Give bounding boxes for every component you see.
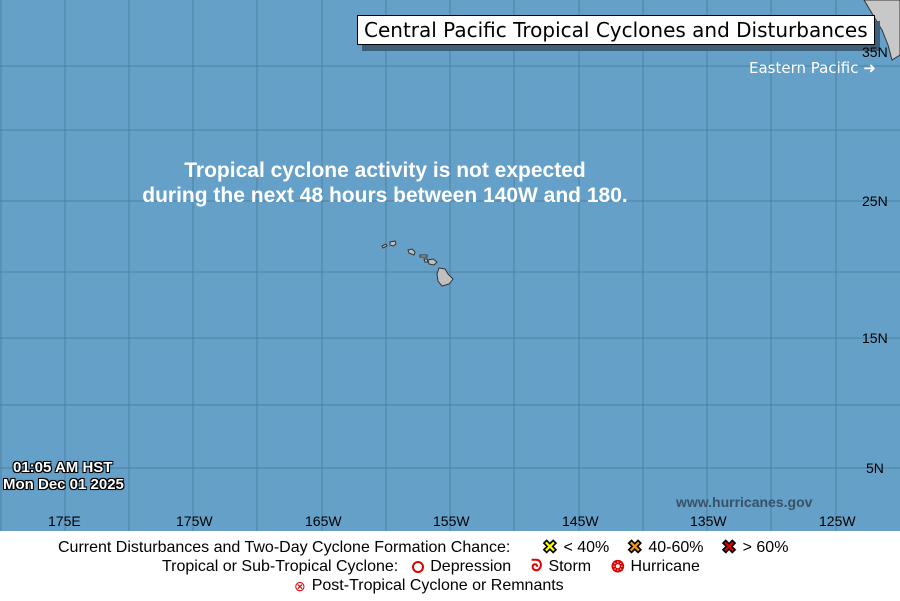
depression-icon bbox=[412, 561, 425, 573]
high-chance-label: > 60% bbox=[742, 538, 789, 556]
storm-label: Storm bbox=[548, 558, 592, 575]
map: Central Pacific Tropical Cyclones and Di… bbox=[0, 0, 900, 531]
eastern-pacific-link[interactable]: Eastern Pacific ➜ bbox=[749, 59, 876, 77]
x-medium-icon: ✖ bbox=[627, 537, 643, 558]
outlook-message: Tropical cyclone activity is not expecte… bbox=[100, 158, 670, 208]
lon-label: 135W bbox=[690, 513, 727, 529]
depression-label: Depression bbox=[430, 558, 512, 575]
timestamp: 01:05 AM HST Mon Dec 01 2025 bbox=[3, 459, 124, 493]
lat-label: 25N bbox=[862, 193, 888, 209]
hurricane-icon: ❂ bbox=[611, 559, 625, 576]
lon-label: 125W bbox=[819, 513, 856, 529]
arrow-right-icon: ➜ bbox=[863, 59, 876, 77]
lat-label: 15N bbox=[862, 330, 888, 346]
map-grid bbox=[0, 0, 900, 531]
low-chance-label: < 40% bbox=[563, 538, 610, 556]
timestamp-date: Mon Dec 01 2025 bbox=[3, 476, 124, 493]
lon-label: 145W bbox=[562, 513, 599, 529]
lon-label: 155W bbox=[433, 513, 470, 529]
source-url[interactable]: www.hurricanes.gov bbox=[676, 494, 813, 510]
disturbances-label: Current Disturbances and Two-Day Cyclone… bbox=[58, 538, 511, 556]
message-line: during the next 48 hours between 140W an… bbox=[142, 184, 628, 207]
cyclone-label: Tropical or Sub-Tropical Cyclone: bbox=[162, 558, 399, 575]
map-title: Central Pacific Tropical Cyclones and Di… bbox=[357, 15, 875, 45]
x-high-icon: ✖ bbox=[721, 537, 737, 558]
lat-label: 5N bbox=[866, 460, 884, 476]
lon-label: 165W bbox=[305, 513, 342, 529]
timestamp-time: 01:05 AM HST bbox=[13, 459, 113, 476]
x-low-icon: ✖ bbox=[542, 537, 558, 558]
hurricane-label: Hurricane bbox=[630, 558, 700, 575]
storm-icon: ᘐ bbox=[531, 558, 543, 575]
message-line: Tropical cyclone activity is not expecte… bbox=[184, 159, 586, 182]
lon-label: 175W bbox=[176, 513, 213, 529]
medium-chance-label: 40-60% bbox=[648, 538, 704, 556]
post-tropical-icon: ⊗ bbox=[294, 577, 306, 594]
lat-label: 35N bbox=[862, 44, 888, 60]
post-tropical-label: Post-Tropical Cyclone or Remnants bbox=[311, 577, 564, 594]
lon-label: 175E bbox=[48, 513, 81, 529]
eastern-pacific-label: Eastern Pacific bbox=[749, 59, 859, 77]
